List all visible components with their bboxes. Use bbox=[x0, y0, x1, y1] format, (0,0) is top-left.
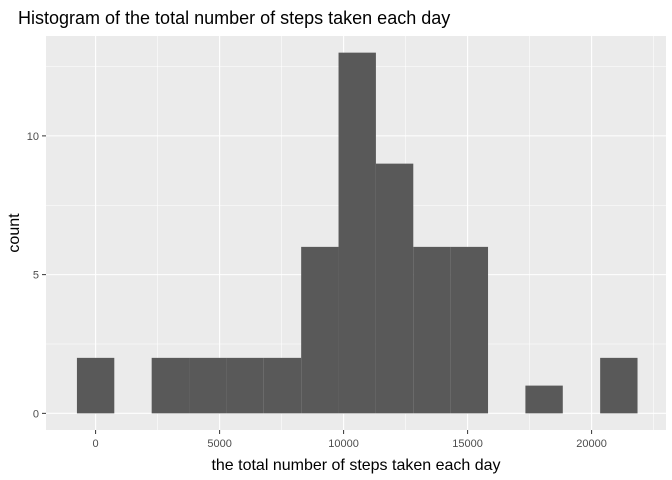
axis-ticks bbox=[42, 135, 593, 434]
x-tick-label: 20000 bbox=[576, 438, 607, 450]
chart-title: Histogram of the total number of steps t… bbox=[18, 8, 450, 28]
histogram-bar bbox=[450, 246, 489, 414]
x-tick-label: 5000 bbox=[207, 438, 231, 450]
y-tick-label: 10 bbox=[27, 131, 39, 143]
histogram-bars bbox=[76, 52, 638, 414]
histogram-bar bbox=[151, 357, 190, 414]
x-tick-label: 0 bbox=[93, 438, 99, 450]
histogram-bar bbox=[76, 357, 115, 414]
x-tick-label: 10000 bbox=[328, 438, 359, 450]
y-tick-label: 0 bbox=[33, 408, 39, 420]
histogram-bar bbox=[226, 357, 264, 414]
histogram-bar bbox=[413, 246, 451, 414]
histogram-bar bbox=[301, 246, 339, 414]
histogram-bar bbox=[600, 357, 638, 414]
histogram-bar bbox=[189, 357, 227, 414]
x-tick-label: 15000 bbox=[452, 438, 483, 450]
histogram-bar bbox=[338, 52, 376, 414]
y-axis-title: count bbox=[6, 213, 23, 253]
y-tick-label: 5 bbox=[33, 270, 39, 282]
axis-tick-labels: 0 5000 10000 15000 20000 0 5 10 bbox=[27, 131, 607, 450]
x-axis-title: the total number of steps taken each day bbox=[211, 457, 500, 474]
histogram-bar bbox=[263, 357, 302, 414]
histogram-bar bbox=[525, 385, 563, 414]
histogram-bar bbox=[375, 163, 414, 414]
